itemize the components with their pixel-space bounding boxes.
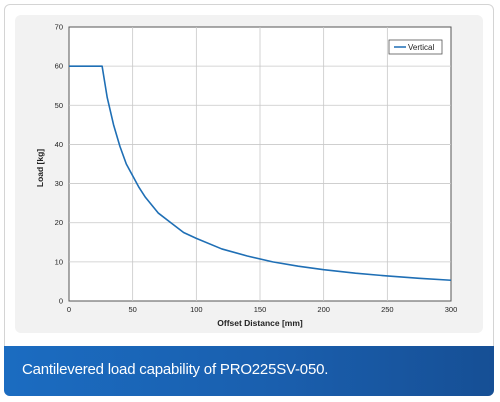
y-tick-label: 30 [55, 179, 63, 188]
legend-label-vertical: Vertical [408, 43, 434, 52]
series-line-vertical [69, 65, 452, 282]
y-tick-label: 60 [55, 62, 63, 71]
y-tick-labels: 0 10 20 30 40 50 60 70 [55, 23, 63, 306]
y-tick-label: 40 [55, 140, 63, 149]
y-tick-label: 0 [59, 297, 63, 306]
x-tick-label: 150 [254, 305, 267, 314]
y-axis-label: Load [kg] [35, 149, 45, 187]
gridlines [69, 27, 451, 301]
y-tick-label: 50 [55, 101, 63, 110]
figure-caption: Cantilevered load capability of PRO225SV… [22, 361, 329, 378]
y-tick-label: 10 [55, 257, 63, 266]
legend-box [388, 39, 443, 55]
y-tick-label: 70 [55, 23, 63, 32]
legend: Vertical [388, 39, 443, 55]
x-tick-label: 200 [317, 305, 330, 314]
load-chart: 0 50 100 150 200 250 300 0 10 20 30 40 50 60 70 Offse… [35, 23, 457, 329]
x-axis-label: Offset Distance [mm] [217, 318, 303, 328]
x-tick-label: 50 [128, 305, 136, 314]
x-tick-label: 300 [445, 305, 458, 314]
x-tick-label: 100 [190, 305, 203, 314]
y-tick-label: 20 [55, 218, 63, 227]
caption-bar: Cantilevered load capability of PRO225SV… [4, 346, 494, 396]
x-tick-labels: 0 50 100 150 200 250 300 [67, 305, 457, 314]
chart-card: 0 50 100 150 200 250 300 0 10 20 30 40 50 60 70 Offse… [4, 4, 494, 396]
x-tick-label: 0 [67, 305, 71, 314]
x-tick-label: 250 [381, 305, 394, 314]
